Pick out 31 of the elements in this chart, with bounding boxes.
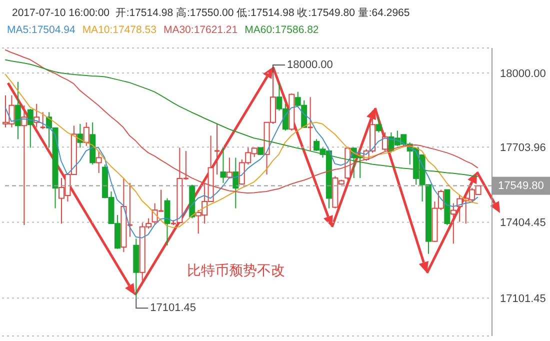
candlestick xyxy=(96,150,102,174)
text: MA10:17478.53 xyxy=(82,24,156,36)
candlestick xyxy=(27,108,34,148)
candlestick xyxy=(83,122,90,146)
candlestick xyxy=(77,123,84,148)
candlestick xyxy=(40,112,46,130)
annotation: 17101.45 xyxy=(150,302,196,314)
candlestick xyxy=(220,147,226,184)
line-series xyxy=(4,49,478,194)
candlestick xyxy=(450,202,456,244)
ref-line-label: 17549.80 xyxy=(498,180,544,192)
candlestick xyxy=(14,81,21,140)
y-tick-label: 17703.96 xyxy=(500,142,546,154)
candlestick xyxy=(164,198,170,246)
candlestick xyxy=(307,96,314,152)
text: MA60:17586.82 xyxy=(244,24,319,36)
candlestick xyxy=(232,157,239,209)
candlestick xyxy=(226,157,232,178)
y-tick-label: 17404.45 xyxy=(500,217,546,230)
text: MA5:17504.94 xyxy=(7,24,76,36)
text: MA30:17621.21 xyxy=(163,24,238,36)
candlestick xyxy=(214,123,220,175)
chart-title: 2017-07-10 16:00:00 开:17514.98 高:17550.00 低:17514.98 收:17549.80 量:64.2965 xyxy=(12,6,410,20)
annotation: 比特币颓势不改 xyxy=(187,262,285,280)
y-tick-label: 17101.45 xyxy=(500,292,546,305)
candlestick xyxy=(382,132,388,152)
candlestick xyxy=(376,116,382,133)
line-series xyxy=(4,74,478,228)
candlestick xyxy=(21,104,28,226)
y-tick-label: 18000.00 xyxy=(500,68,546,80)
annotation: 18000.00 xyxy=(286,59,333,72)
